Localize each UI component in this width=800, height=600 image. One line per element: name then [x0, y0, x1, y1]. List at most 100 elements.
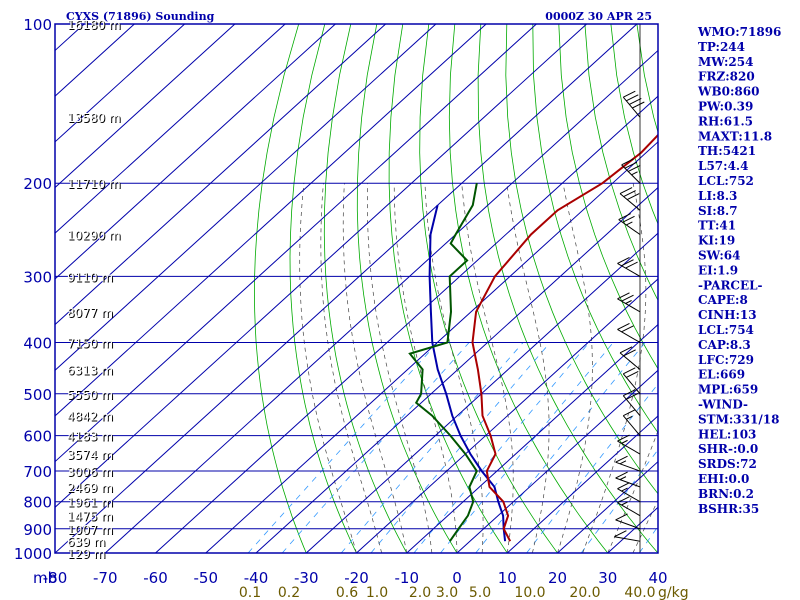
sounding-index-text: EHI:0.0 [698, 472, 749, 486]
isotherm [55, 24, 185, 143]
height-label-shadow: 4842 m [68, 411, 114, 425]
mixing-ratio-tick-label: 0.6 [336, 585, 358, 600]
height-label-shadow: 9110 m [68, 271, 114, 285]
height-label: 16180 m [67, 18, 121, 32]
sounding-index-text: RH:61.5 [698, 114, 753, 128]
sounding-index-text: L57:4.4 [698, 159, 748, 173]
isotherm [55, 24, 286, 234]
moist-adiabat [607, 430, 658, 553]
wind-barb-flag [621, 158, 634, 166]
wind-barb [617, 256, 641, 277]
wind-barb [622, 409, 641, 436]
wind-barb [622, 367, 641, 395]
moist-adiabat [424, 183, 484, 553]
wind-barb-flag [615, 455, 628, 463]
height-label: 1475 m [67, 510, 113, 524]
wind-barb-flag [626, 392, 639, 400]
height-label: 10290 m [67, 229, 121, 243]
temperature-tick-label: -50 [194, 569, 219, 587]
height-label: 13580 m [67, 111, 121, 125]
temperature-tick-label: -40 [244, 569, 269, 587]
pressure-tick-label: 400 [23, 334, 52, 352]
height-label-shadow: 8077 m [68, 307, 114, 321]
mixing-ratio-tick-label: 2.0 [409, 585, 431, 600]
wind-barb-flag [623, 409, 636, 417]
dry-adiabat [388, 24, 508, 553]
height-label-shadow: 639 m [68, 536, 106, 550]
wind-barb-flag [617, 482, 630, 490]
wind-barb-flag [621, 259, 634, 267]
pressure-tick-label: 100 [23, 16, 52, 34]
sounding-index-text: TT:41 [698, 219, 736, 233]
profiles [408, 133, 658, 542]
wind-barb-flag [617, 292, 630, 300]
height-label-shadow: 1961 m [68, 497, 114, 511]
isotherm [55, 24, 587, 508]
wind-barb-shaft [617, 440, 641, 455]
wind-barb-half-flag [619, 476, 627, 481]
isotherm [55, 24, 437, 371]
dry-adiabat [505, 24, 658, 495]
wind-barb [622, 389, 641, 416]
wind-barbs [614, 24, 645, 553]
wind-barb-shaft [617, 262, 641, 277]
wind-barb-flag [625, 261, 638, 269]
wind-barb-flag [626, 94, 639, 102]
temperature-tick-label: 40 [648, 569, 667, 587]
sounding-index-text: BSHR:35 [698, 502, 759, 516]
sounding-index-text: TP:244 [698, 40, 745, 54]
height-label: 1007 m [67, 523, 113, 537]
sounding-index-text: LCL:752 [698, 174, 754, 188]
dry-adiabat [532, 24, 658, 434]
height-label: 7150 m [67, 336, 113, 350]
temperature-tick-label: -70 [93, 569, 118, 587]
wind-barb-half-flag [625, 300, 632, 304]
wind-barb-flag [619, 346, 633, 354]
wind-barb-flag [621, 294, 634, 302]
wind-barb-shaft [622, 395, 641, 416]
parcel-line [428, 204, 507, 542]
mixing-ratio-tick-label: 0.1 [239, 585, 261, 600]
height-label: 1961 m [67, 496, 113, 510]
temperature-line [471, 133, 658, 542]
sounding-index-text: SRDS:72 [698, 457, 757, 471]
sounding-index-text: KI:19 [698, 234, 735, 248]
pressure-tick-label: 300 [23, 268, 52, 286]
wind-barb-shaft [618, 219, 641, 235]
wind-barb [615, 471, 641, 488]
wind-barb [617, 482, 641, 503]
temperature-tick-label: -60 [143, 569, 168, 587]
sounding-index-text: CAPE:8 [698, 293, 748, 307]
wind-barb [617, 496, 641, 517]
isotherm [406, 323, 658, 553]
mixing-ratio-tick-label: 20.0 [569, 585, 600, 600]
sounding-index-text: -PARCEL- [698, 278, 763, 292]
wind-barb [617, 323, 641, 343]
height-label: 11710 m [67, 177, 121, 191]
wind-barb-shaft [617, 298, 641, 313]
wind-barb-shaft [622, 96, 641, 118]
moist-adiabat [393, 183, 458, 553]
isotherm [55, 24, 336, 280]
height-label-shadow: 1475 m [68, 511, 114, 525]
wind-barb-shaft [622, 415, 641, 436]
sounding-index-text: PW:0.39 [698, 100, 753, 114]
height-label: 9110 m [67, 270, 113, 284]
time-title: 0000Z 30 APR 25 [545, 10, 652, 23]
sounding-index-text: BRN:0.2 [698, 487, 754, 501]
sounding-index-text: EL:669 [698, 368, 745, 382]
wind-barb-half-flag [621, 439, 628, 444]
height-label-shadow: 6313 m [68, 365, 114, 379]
wind-barb-flag [615, 513, 628, 521]
sounding-index-text: LCL:754 [698, 323, 754, 337]
isotherm [55, 24, 537, 463]
pressure-tick-label: 700 [23, 463, 52, 481]
dry-adiabat [448, 24, 609, 553]
height-label: 6313 m [67, 364, 113, 378]
height-label-shadow: 5550 m [68, 389, 114, 403]
wind-barb-flag [624, 161, 638, 169]
wind-barb-flag [614, 530, 627, 538]
sounding-indices: WMO:71896TP:244MW:254FRZ:820WB0:860PW:0.… [697, 25, 781, 516]
isotherm [305, 232, 658, 553]
